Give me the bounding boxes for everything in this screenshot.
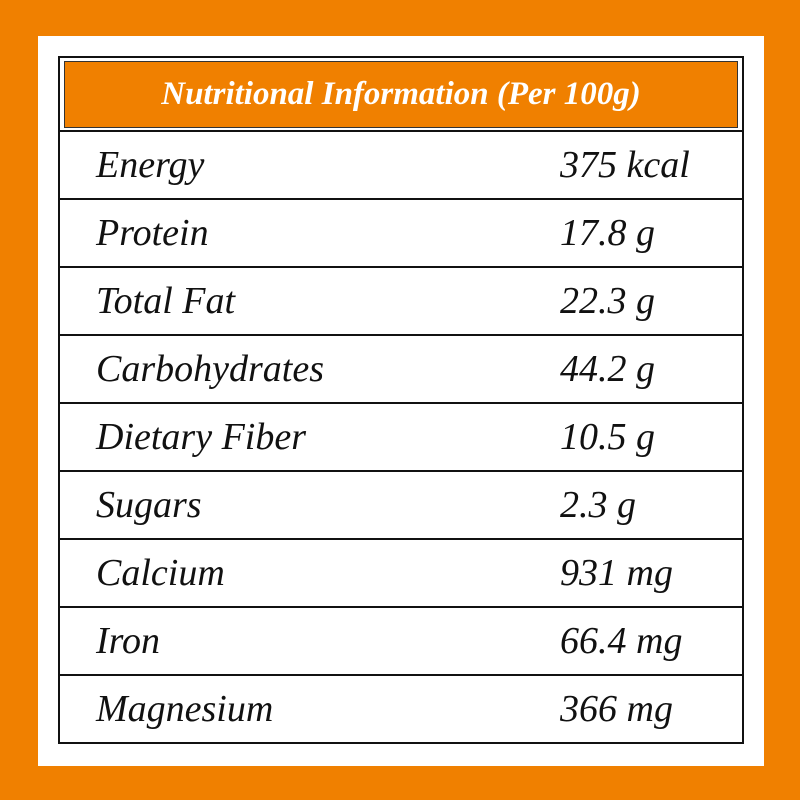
nutrient-name: Calcium <box>96 552 225 594</box>
nutrient-amount: 2.3 g <box>560 484 636 526</box>
panel: Nutritional Information (Per 100g) Energ… <box>38 36 764 766</box>
nutrient-amount: 22.3 g <box>560 280 655 322</box>
table-row: Calcium 931 mg <box>60 538 742 606</box>
nutrient-amount: 366 mg <box>560 688 673 730</box>
table-row: Iron 66.4 mg <box>60 606 742 674</box>
nutrient-name: Iron <box>96 620 161 662</box>
nutrient-amount: 10.5 g <box>560 416 655 458</box>
nutrient-name: Sugars <box>96 484 202 526</box>
table-row: Carbohydrates 44.2 g <box>60 334 742 402</box>
nutrient-amount: 66.4 mg <box>560 620 683 662</box>
nutrient-amount: 375 kcal <box>560 144 690 186</box>
table-row: Sugars 2.3 g <box>60 470 742 538</box>
table-frame: Nutritional Information (Per 100g) Energ… <box>58 56 744 744</box>
nutrient-name: Total Fat <box>96 280 236 322</box>
table-row: Protein 17.8 g <box>60 198 742 266</box>
nutrient-name: Energy <box>96 144 205 186</box>
table-title: Nutritional Information (Per 100g) <box>64 61 738 128</box>
table-row: Dietary Fiber 10.5 g <box>60 402 742 470</box>
nutrient-amount: 931 mg <box>560 552 673 594</box>
nutrient-amount: 44.2 g <box>560 348 655 390</box>
table-body: Energy 375 kcal Protein 17.8 g Total Fat 22.3… <box>60 130 742 742</box>
nutrient-name: Magnesium <box>96 688 274 730</box>
table-row: Total Fat 22.3 g <box>60 266 742 334</box>
nutrient-name: Protein <box>96 212 209 254</box>
nutrient-name: Carbohydrates <box>96 348 324 390</box>
table-row: Energy 375 kcal <box>60 130 742 198</box>
nutrient-amount: 17.8 g <box>560 212 655 254</box>
nutrient-name: Dietary Fiber <box>96 416 307 458</box>
table-row: Magnesium 366 mg <box>60 674 742 742</box>
